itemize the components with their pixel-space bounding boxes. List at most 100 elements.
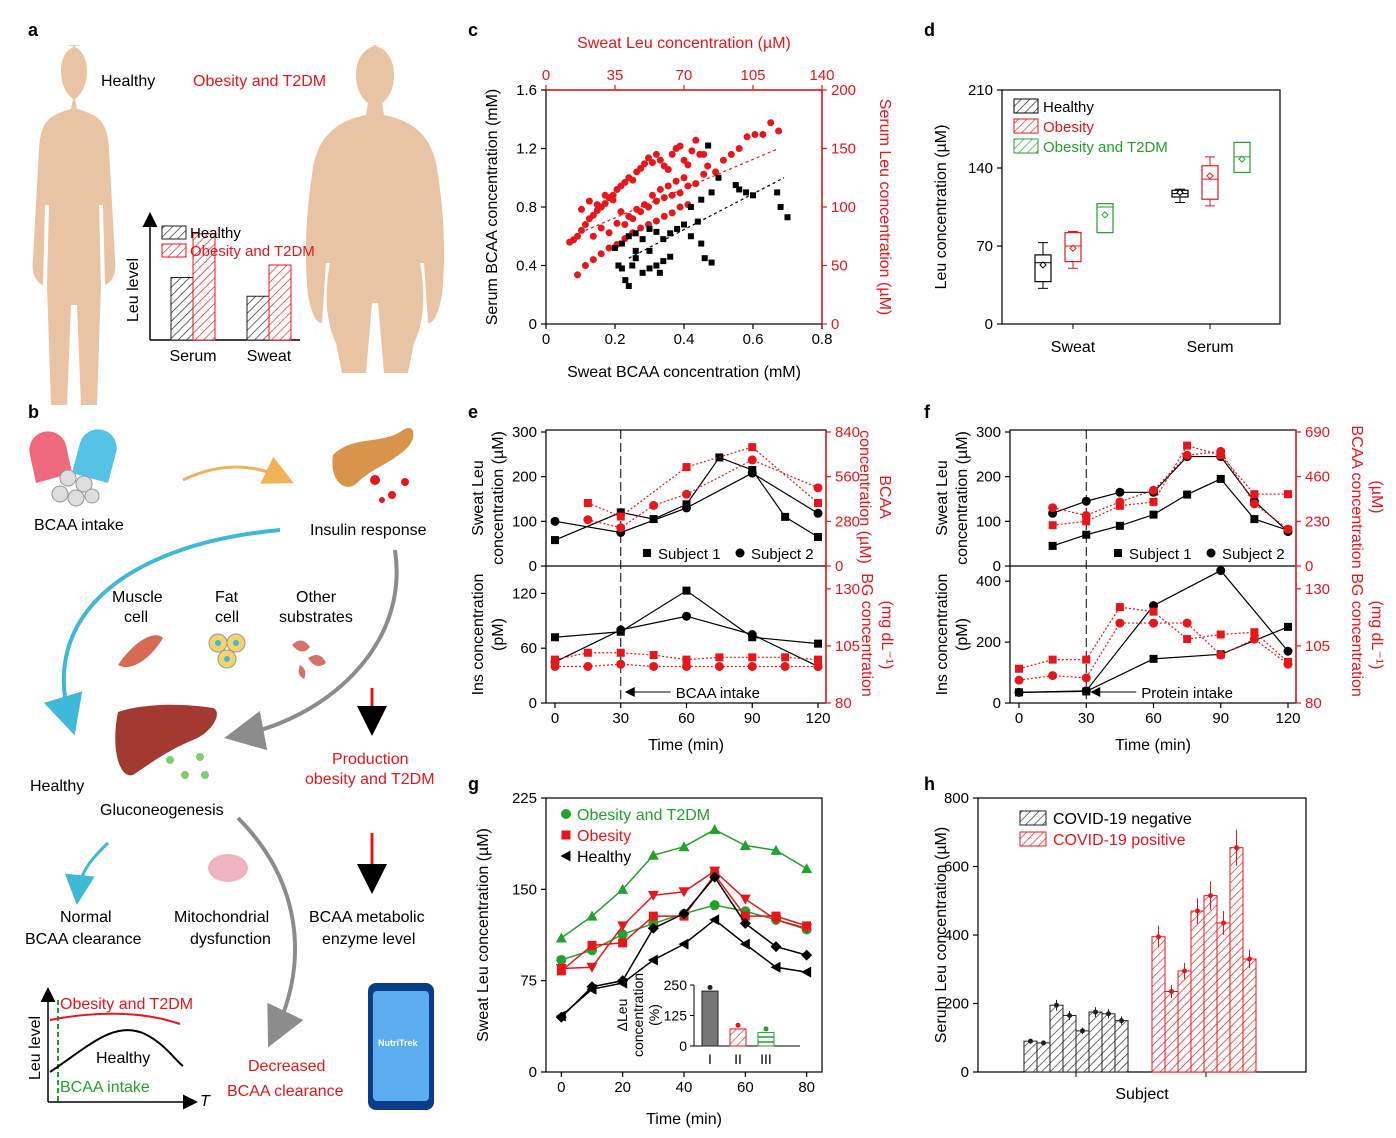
h-bar: [1177, 970, 1192, 1073]
c-point-red: [637, 224, 645, 232]
h-bar: [1088, 1011, 1103, 1073]
c-point-red: [593, 201, 601, 209]
g-series-point: [739, 894, 751, 905]
bot-series-point: [1283, 659, 1293, 669]
insulin-response-label: Insulin response: [310, 522, 427, 539]
inset-category-label: Sweat: [247, 348, 292, 365]
bot-series-point: [1081, 686, 1091, 696]
g-series-point: [647, 954, 658, 966]
fat-cell-label-2: cell: [215, 609, 239, 626]
g-series-point: [617, 883, 629, 894]
c-point-red: [704, 162, 712, 170]
c-point-red: [589, 232, 597, 240]
c-x2-xtick-label: 140: [809, 67, 834, 84]
time-x-xtick-label: 90: [744, 710, 761, 727]
top-series-point: [551, 536, 559, 545]
top-series-point: [1249, 499, 1259, 509]
normal-clearance-arrow: [64, 841, 110, 905]
g-series-point: [770, 961, 781, 973]
healthy-body-silhouette: [32, 45, 116, 405]
c-y-ytick-label: 1.2: [516, 141, 537, 158]
panel-d-box-chart: 0 70 140 210 Leu concentration (µM) Sweat Seru…: [933, 82, 1281, 356]
c-point-red: [759, 130, 767, 138]
top-series-point: [550, 516, 560, 526]
g-series-point: [648, 911, 658, 921]
bot-series-point: [781, 653, 790, 662]
h-legend-swatch: [1019, 810, 1047, 826]
bot-series-point: [682, 661, 691, 671]
c-x-xtick-label: 0.4: [674, 331, 695, 348]
inset-bar-obesity: [268, 264, 292, 341]
g-series-point: [555, 963, 567, 974]
muscle-cell-label-2: cell: [124, 609, 148, 626]
c-point-red: [581, 221, 589, 229]
c-point-red: [625, 212, 633, 220]
g-series-point: [709, 866, 721, 877]
g-inset-point: [735, 1022, 741, 1028]
time-xlabel: Time (min): [1115, 737, 1191, 754]
top-series-line: [587, 459, 819, 529]
c-point-red: [589, 256, 597, 264]
g-inset-ylabel-3: (%): [646, 1004, 662, 1026]
c-point-black: [667, 253, 674, 260]
inset-bar-healthy: [170, 277, 194, 341]
bot-y2-ytick-label: 130: [835, 581, 860, 598]
bot-series-point: [1216, 566, 1226, 576]
inset-bar-healthy: [246, 295, 270, 341]
bot-ylabel-2: (pM): [954, 618, 971, 651]
c-point-red: [751, 130, 759, 138]
bot-series-point: [814, 655, 822, 664]
g-series-point: [617, 929, 628, 940]
c-point-red: [585, 197, 593, 205]
normal-clearance-label-2: BCAA clearance: [25, 931, 142, 948]
top-series-point: [747, 468, 757, 478]
h-bar: [1164, 991, 1179, 1073]
legend-subject2: Subject 2: [1222, 546, 1285, 563]
c-x2-xtick-label: 105: [740, 67, 765, 84]
top-series-point: [1149, 497, 1158, 506]
c-point-black: [646, 247, 653, 254]
c-point-red: [668, 191, 676, 199]
c-point-black: [639, 269, 646, 276]
c-point-black: [615, 262, 622, 269]
h-bar: [1203, 895, 1218, 1073]
panel-f-line-chart: 0 30 60 90 120 Time (min) 0 100 200 300 0 230 460 690…: [934, 424, 1385, 754]
panel-label-g: g: [468, 774, 479, 794]
bot-ylabel-2: (pM): [490, 618, 507, 651]
c-y2-ytick-label: 0: [831, 316, 839, 333]
top-series-point: [1048, 503, 1058, 513]
gluconeogenesis-label: Gluconeogenesis: [100, 802, 224, 819]
h-bar-point: [1221, 920, 1226, 926]
plot-frame: [1001, 89, 1281, 325]
top-series-point: [1082, 530, 1091, 539]
g-series-point: [770, 941, 782, 953]
g-series-point: [555, 1011, 567, 1023]
g-x-xtick-label: 80: [798, 1079, 815, 1096]
curve-healthy-label: Healthy: [96, 1050, 150, 1067]
bot-y-ytick-label: 0: [529, 695, 537, 712]
top-series-point: [1149, 485, 1158, 495]
top-y2-ytick-label: 690: [1305, 424, 1330, 441]
top-series-point: [1183, 441, 1192, 450]
g-series-point: [740, 911, 750, 921]
time-x-xtick-label: 30: [612, 710, 629, 727]
c-point-red: [605, 229, 613, 237]
top-y2-ytick-label: 560: [835, 469, 860, 486]
h-bar-point: [1054, 1002, 1059, 1008]
bot-y2label-2: (mg dL⁻¹): [1368, 601, 1385, 670]
bot-series-point: [583, 661, 593, 671]
g-series-point: [617, 975, 629, 987]
h-bar: [1114, 1020, 1129, 1073]
c-point-red: [656, 185, 664, 193]
g-inset-ytick-label: 250: [664, 977, 688, 993]
c-point-red: [574, 232, 582, 240]
d-category-label: Serum: [1186, 339, 1233, 356]
c-point-black: [687, 204, 694, 210]
top-series-point: [1048, 541, 1057, 550]
c-point-red: [581, 262, 589, 269]
legend-subject2: Subject 2: [751, 546, 814, 563]
decreased-label-2: BCAA clearance: [227, 1083, 344, 1100]
h-bar: [1101, 1013, 1116, 1073]
h-bar: [1075, 1030, 1090, 1073]
